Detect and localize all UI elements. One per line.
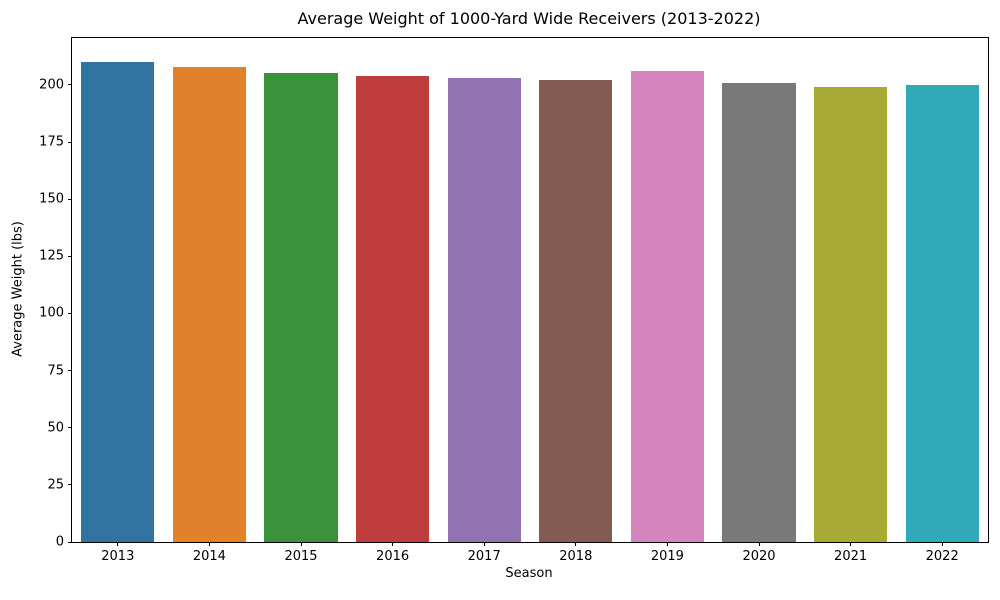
y-tick-mark-75: [68, 370, 72, 372]
x-tick-label-2018: 2018: [559, 549, 593, 564]
x-tick-label-2021: 2021: [834, 549, 868, 564]
x-tick-mark-2013: [117, 542, 119, 546]
bar-2019: [630, 71, 705, 542]
x-tick-mark-2015: [300, 542, 302, 546]
y-tick-label-50: 50: [47, 420, 64, 436]
y-tick-label-25: 25: [47, 477, 64, 493]
bar-2014: [172, 66, 247, 542]
x-tick-label-2022: 2022: [925, 549, 959, 564]
bar-2016: [355, 75, 430, 542]
y-tick-mark-200: [68, 84, 72, 86]
chart-title: Average Weight of 1000-Yard Wide Receive…: [297, 9, 761, 28]
x-tick-label-2020: 2020: [742, 549, 776, 564]
y-tick-label-100: 100: [39, 305, 64, 321]
x-tick-mark-2021: [850, 542, 852, 546]
y-tick-label-125: 125: [39, 248, 64, 264]
x-tick-mark-2022: [941, 542, 943, 546]
plot-area: 0 25 50 75 100 125 150 175 200 2013 2014 2015 2016 20…: [39, 37, 989, 564]
x-tick-label-2014: 2014: [192, 549, 226, 564]
y-tick-mark-25: [68, 484, 72, 486]
y-axis-label: Average Weight (lbs): [10, 221, 26, 357]
x-tick-label-2016: 2016: [376, 549, 410, 564]
bar-2017: [447, 78, 521, 542]
y-tick-mark-100: [68, 312, 72, 314]
x-tick-mark-2017: [483, 542, 485, 546]
bar-2013: [81, 62, 155, 542]
bar-2021: [813, 87, 888, 542]
x-tick-mark-2014: [208, 542, 210, 546]
y-tick-mark-0: [68, 541, 72, 543]
x-tick-label-2019: 2019: [650, 549, 684, 564]
bar-2015: [264, 73, 338, 542]
y-tick-label-0: 0: [55, 534, 64, 550]
y-tick-label-150: 150: [39, 191, 64, 207]
bar-2018: [539, 80, 613, 542]
y-tick-mark-150: [68, 198, 72, 200]
y-tick-mark-125: [68, 255, 72, 257]
x-tick-label-2013: 2013: [101, 549, 135, 564]
x-tick-mark-2016: [392, 542, 394, 546]
bar-2022: [905, 84, 979, 542]
y-tick-mark-175: [68, 141, 72, 143]
y-tick-label-75: 75: [47, 363, 64, 379]
bar-2020: [722, 82, 796, 542]
x-axis-label: Season: [505, 566, 553, 581]
y-tick-label-200: 200: [39, 77, 64, 93]
y-tick-label-175: 175: [39, 134, 64, 150]
x-tick-mark-2018: [575, 542, 577, 546]
x-tick-label-2017: 2017: [467, 549, 501, 564]
x-tick-mark-2019: [666, 542, 668, 546]
x-tick-mark-2020: [758, 542, 760, 546]
x-tick-label-2015: 2015: [284, 549, 318, 564]
y-tick-mark-50: [68, 427, 72, 429]
